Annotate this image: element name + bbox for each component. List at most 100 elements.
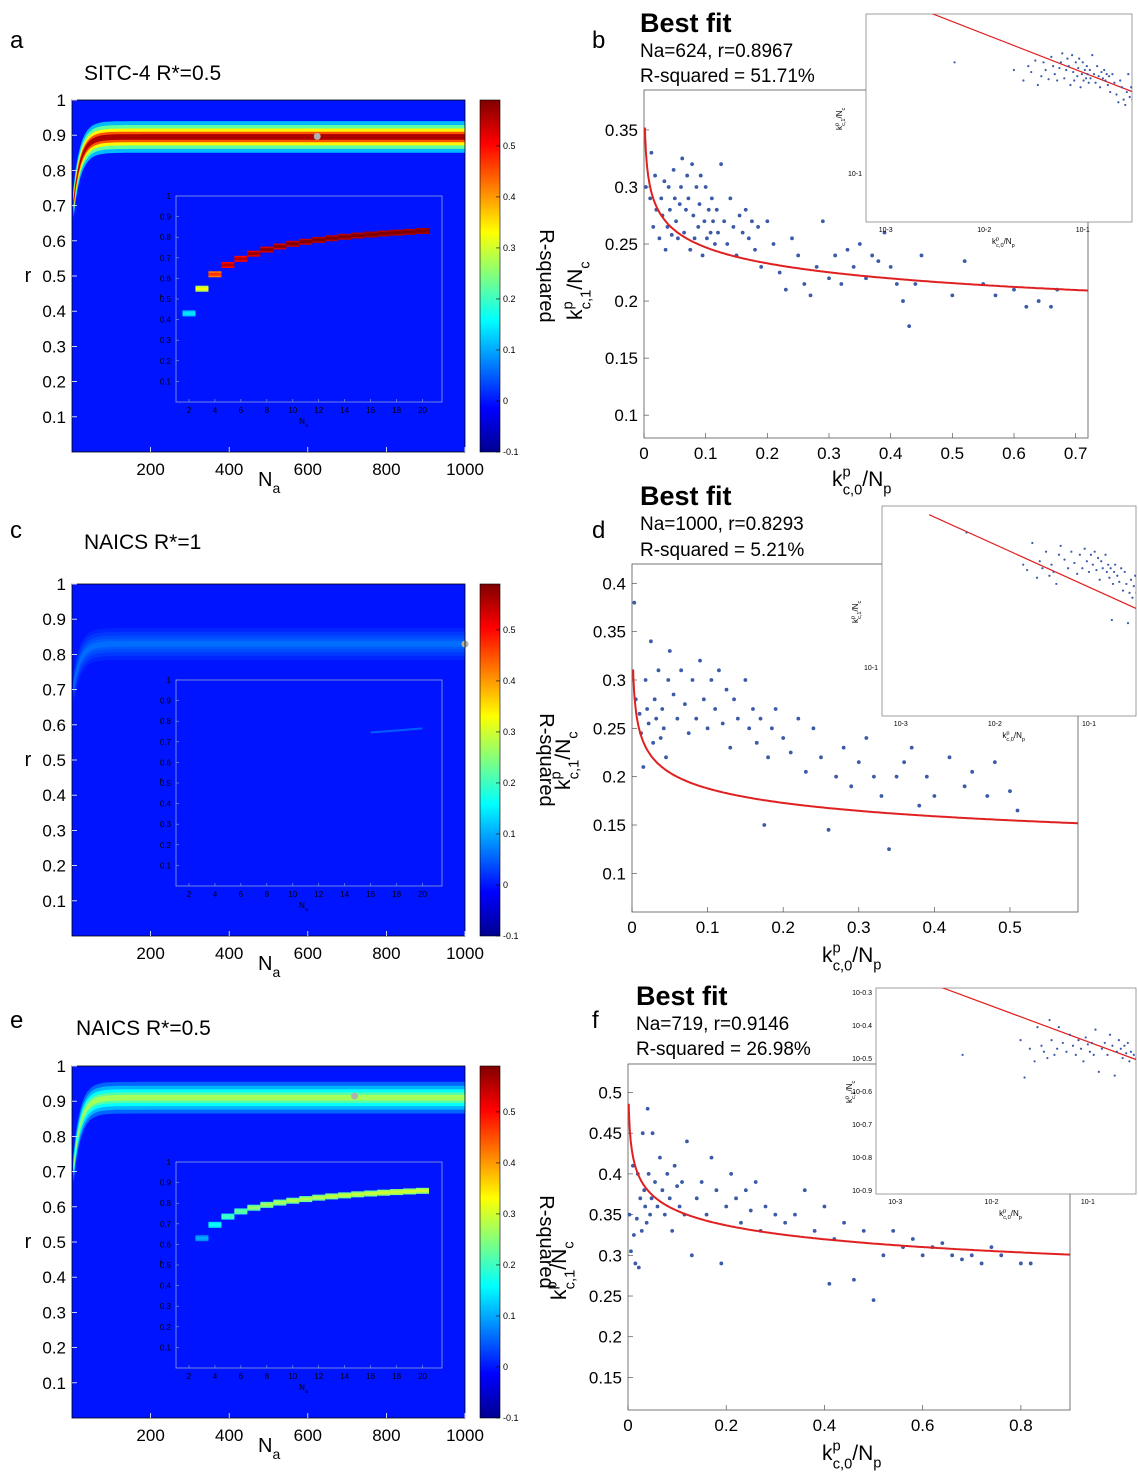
y-tick-label: 0.6 — [42, 1198, 66, 1217]
data-point — [660, 1188, 665, 1193]
inset-x-tick-label: 12 — [314, 890, 323, 899]
y-tick-label: 0.2 — [42, 373, 66, 392]
y-tick-label: 0.1 — [42, 408, 66, 427]
inset-x-tick-label: 6 — [239, 1372, 244, 1381]
x-tick-label: 0.5 — [941, 444, 965, 463]
inset-data-point — [1096, 556, 1100, 560]
inset-y-label: kpc,1/Nc — [834, 107, 847, 130]
inset-data-point — [1128, 95, 1131, 99]
inset-x-tick-label: 10 — [288, 406, 297, 415]
inset-y-label: r — [160, 292, 163, 301]
data-point — [913, 282, 918, 286]
data-point — [709, 678, 714, 682]
y-tick-label: 0.1 — [42, 1374, 66, 1393]
inset-data-point — [1081, 61, 1084, 64]
data-point — [796, 716, 801, 721]
inset-step-core — [403, 1189, 417, 1193]
inset-data-point — [1109, 567, 1112, 570]
y-tick-label: 1 — [57, 575, 66, 594]
y-tick-label: 0.35 — [605, 121, 638, 140]
y-tick-label: 1 — [57, 91, 66, 110]
data-point — [653, 1180, 657, 1184]
colorbar-tick-label: 0.4 — [503, 1158, 516, 1168]
inset-data-point — [1065, 68, 1068, 72]
inset-x-label: kp c,0/Np — [1002, 730, 1025, 743]
inset-step-core — [260, 1203, 274, 1207]
inset-y-tick-label: 0.8 — [160, 1199, 172, 1208]
colorbar-tick-label: 0.3 — [503, 243, 516, 253]
inset-data-point — [1105, 73, 1108, 76]
inset-data-point — [1101, 567, 1104, 570]
data-point — [743, 207, 748, 212]
inset-x-tick-label: 10-2 — [988, 721, 1002, 728]
inset-data-point — [1076, 75, 1079, 78]
data-point — [842, 1220, 846, 1225]
inset-data-point — [1122, 98, 1125, 101]
x-tick-label: 400 — [215, 944, 243, 963]
inset-data-point — [1121, 1056, 1124, 1060]
inset-x-tick-label: 10 — [288, 1372, 297, 1381]
inset-x-tick-label: 4 — [213, 1372, 218, 1381]
inset-data-point — [1056, 1047, 1059, 1050]
data-point — [979, 1261, 984, 1266]
x-tick-label: 0 — [627, 918, 636, 937]
inset-data-point — [1127, 73, 1130, 76]
inset-step-core — [325, 236, 339, 240]
panel-a-title: SITC-4 R*=0.5 — [84, 62, 221, 85]
data-point — [671, 167, 676, 172]
y-tick-label: 0.6 — [42, 232, 66, 251]
data-point — [644, 1220, 649, 1225]
x-tick-label: 0.6 — [1002, 444, 1026, 463]
data-point — [642, 1188, 647, 1193]
data-point — [839, 282, 844, 286]
data-point — [680, 156, 685, 161]
colorbar-tick-label: -0.1 — [503, 1413, 519, 1423]
data-point — [719, 1261, 724, 1266]
inset-data-point — [1091, 53, 1094, 57]
data-point — [677, 1204, 682, 1209]
y-tick-label: 0.2 — [602, 768, 626, 787]
inset-data-point — [1110, 618, 1113, 622]
data-point — [638, 1196, 643, 1201]
y-tick-label: 0.1 — [602, 864, 626, 883]
inset-data-point — [1046, 1056, 1049, 1060]
data-point — [950, 1253, 955, 1258]
data-point — [629, 1249, 633, 1254]
data-point — [664, 755, 668, 760]
inset-y-tick-label: 0.4 — [160, 800, 172, 809]
data-point — [728, 196, 733, 201]
data-point — [891, 1228, 896, 1233]
x-axis-label: kp c,0/Np — [822, 941, 881, 975]
y-tick-label: 0.15 — [593, 816, 626, 835]
colorbar-tick-label: 0.5 — [503, 625, 516, 635]
y-tick-label: 0.5 — [42, 267, 66, 286]
colorbar-tick-label: 0.4 — [503, 676, 516, 686]
data-point — [819, 755, 823, 760]
y-tick-label: 0.4 — [42, 786, 66, 805]
data-point — [894, 774, 899, 779]
inset-data-point — [1071, 53, 1074, 57]
inset-data-point — [1119, 79, 1122, 82]
y-tick-label: 0.9 — [42, 126, 66, 145]
data-point — [720, 721, 725, 726]
x-tick-label: 0.4 — [813, 1416, 837, 1435]
inset-data-point — [1063, 77, 1066, 80]
inset-data-point — [1134, 574, 1136, 577]
inset-data-point — [1121, 589, 1125, 592]
inset-y-label: kpc,1/Nc — [850, 600, 863, 623]
data-point — [698, 658, 702, 663]
data-point — [811, 726, 816, 731]
inset-y-tick-label: 10-1 — [864, 665, 878, 672]
data-point — [861, 1228, 866, 1233]
data-point — [969, 1253, 974, 1258]
inset-x-tick-label: 20 — [418, 1372, 427, 1381]
data-point — [756, 225, 760, 229]
inset-data-point — [1048, 1018, 1051, 1022]
inset-data-point — [1089, 553, 1093, 556]
data-point — [690, 678, 695, 682]
inset-data-point — [1113, 81, 1116, 84]
data-point — [924, 774, 929, 779]
y-tick-label: 0.45 — [589, 1124, 622, 1143]
